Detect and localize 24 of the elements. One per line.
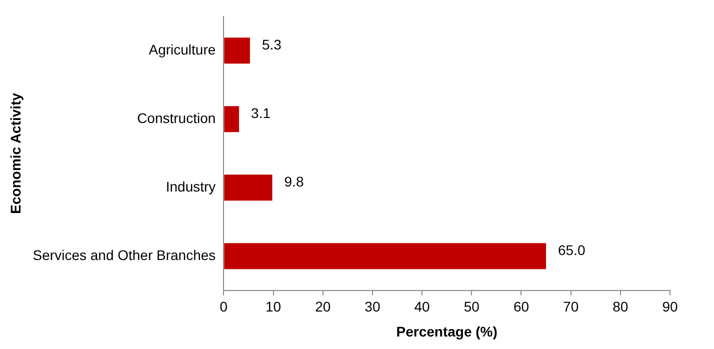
x-tick-label: 20 (315, 298, 331, 315)
x-tick-label: 10 (265, 298, 282, 315)
x-tick-label: 40 (414, 298, 430, 315)
bar (224, 38, 250, 64)
y-tick-label: Industry (166, 178, 216, 195)
data-label: 65.0 (558, 242, 586, 258)
x-tick-label: 60 (513, 298, 530, 315)
data-label: 3.1 (251, 105, 271, 122)
x-tick-label: 70 (563, 298, 579, 315)
y-axis-title: Economic Activity (7, 92, 24, 214)
x-tick-label: 50 (464, 298, 480, 315)
x-tick-label: 90 (662, 298, 678, 315)
bar (224, 243, 546, 270)
x-axis-title: Percentage (%) (396, 323, 498, 340)
y-tick-label: Agriculture (148, 42, 216, 58)
x-tick-label: 30 (364, 298, 380, 315)
y-tick-label: Services and Other Branches (32, 247, 216, 264)
data-label: 9.8 (284, 174, 304, 190)
x-tick-label: 0 (220, 298, 228, 315)
bar (224, 106, 240, 132)
data-label: 5.3 (262, 36, 282, 53)
x-tick-label: 80 (612, 298, 628, 315)
bar (224, 174, 272, 201)
y-tick-label: Construction (137, 110, 216, 126)
